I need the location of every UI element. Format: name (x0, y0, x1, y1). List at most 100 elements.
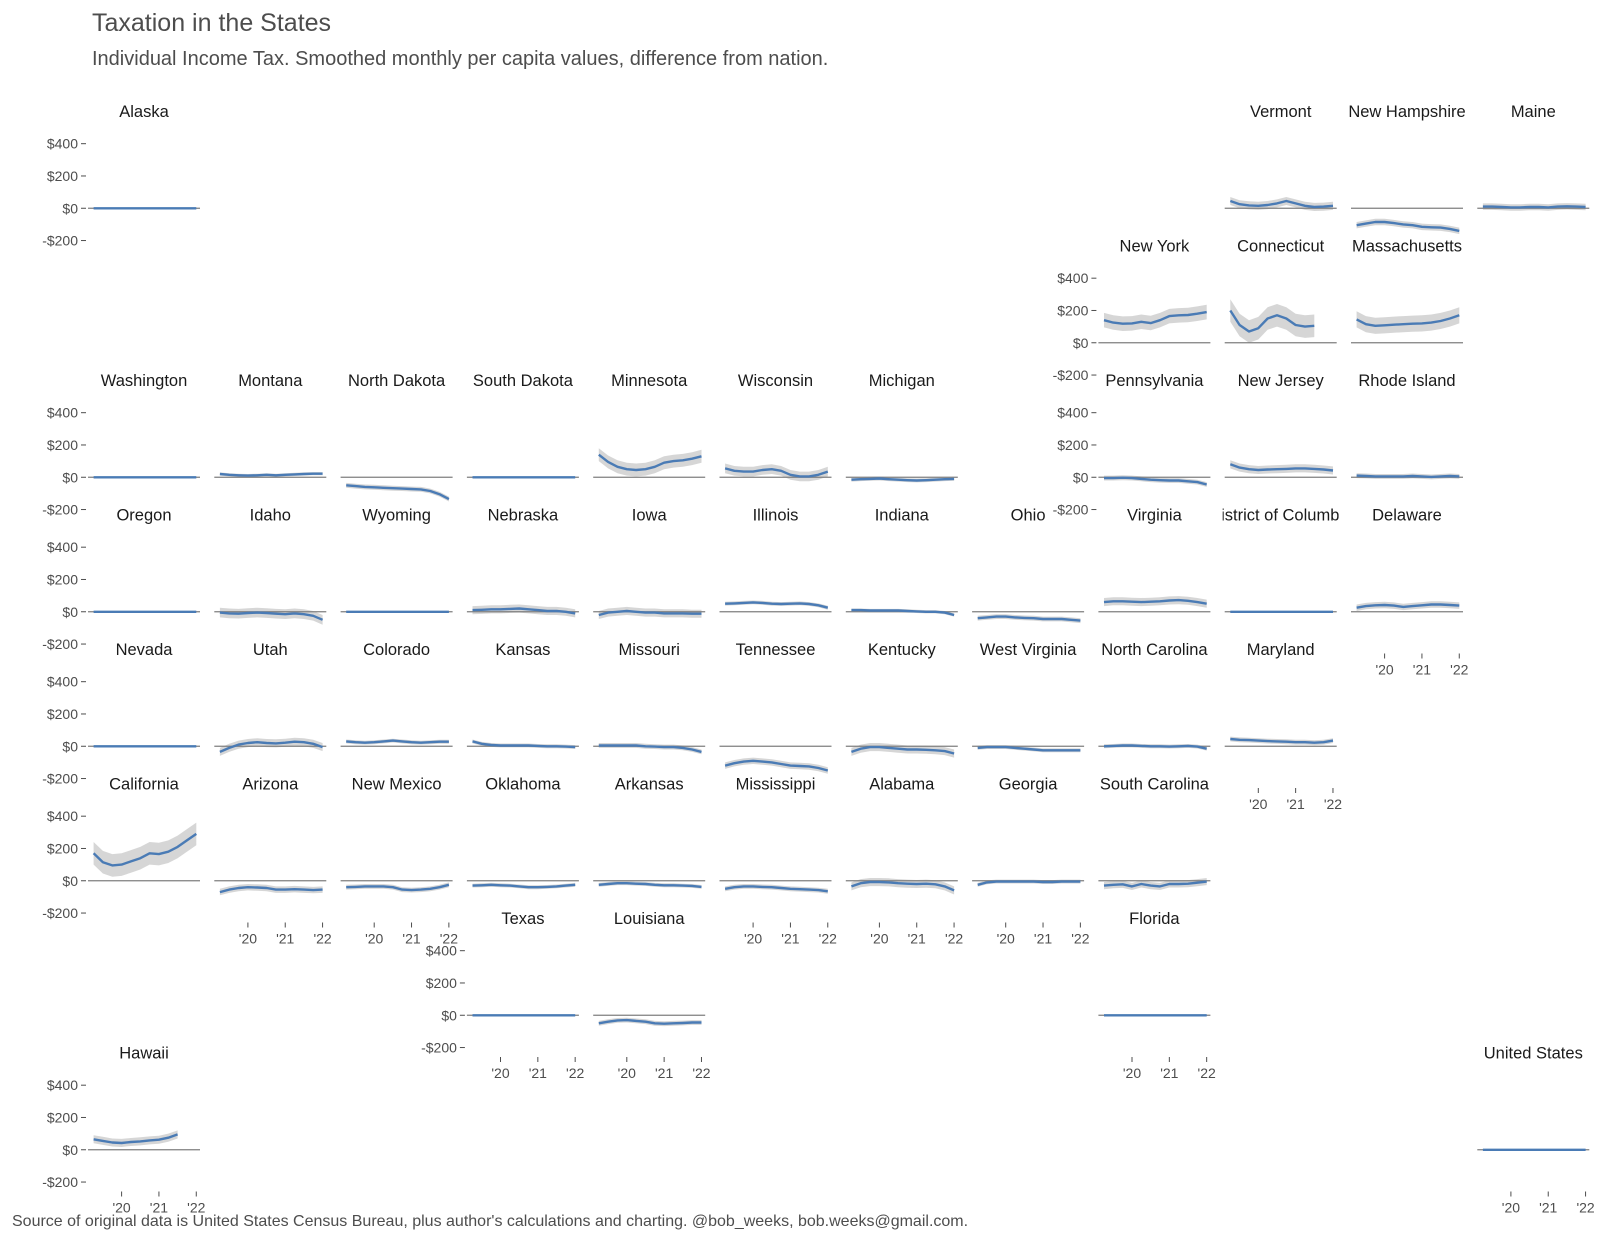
panel-title: Michigan (869, 372, 935, 390)
panel-massachusetts: Massachusetts (1351, 238, 1463, 344)
series-line (1103, 598, 1207, 605)
panel-oklahoma: Oklahoma (466, 776, 579, 890)
y-tick-label: $400 (1057, 405, 1088, 421)
panel-delaware: Delaware '20 '21 '22 (1351, 507, 1469, 678)
series-line (598, 882, 702, 889)
series-line (93, 1133, 179, 1145)
panel-idaho: Idaho (214, 507, 327, 625)
series-line (472, 883, 576, 889)
panel-south-dakota: South Dakota (466, 372, 579, 479)
x-tick-label: '22 (1450, 662, 1468, 678)
x-tick-label: '22 (945, 931, 963, 947)
y-tick-label: $200 (1057, 437, 1088, 453)
x-tick-label: '22 (1324, 796, 1342, 812)
confidence-band (1230, 299, 1315, 343)
panel-title: Missouri (618, 641, 679, 659)
x-tick-label: '20 (365, 931, 383, 947)
x-tick-label: '20 (870, 931, 888, 947)
x-tick-label: '21 (1034, 931, 1052, 947)
y-tick-label: $400 (47, 808, 78, 824)
panel-title: Montana (238, 372, 303, 390)
confidence-band (1230, 460, 1333, 475)
x-tick-label: '21 (1413, 662, 1431, 678)
panel-ohio: Ohio (972, 507, 1085, 624)
y-tick-label: -$200 (42, 1174, 78, 1190)
confidence-band (93, 822, 197, 877)
y-tick-label: $400 (1057, 270, 1088, 286)
panel-utah: Utah (214, 641, 327, 756)
panel-rhode-island: Rhode Island (1351, 372, 1463, 480)
y-tick-label: $0 (62, 604, 78, 620)
series-line (1229, 199, 1334, 209)
panel-title: Alabama (869, 776, 935, 794)
series-line (851, 880, 955, 892)
panel-michigan: Michigan (845, 372, 958, 483)
confidence-band (725, 757, 828, 774)
panel-title: New York (1120, 238, 1190, 256)
panel-title: New Hampshire (1348, 103, 1465, 121)
panel-title: Hawaii (119, 1045, 169, 1063)
chart-title: Taxation in the States (92, 9, 332, 37)
x-tick-label: '21 (1539, 1200, 1557, 1216)
x-tick-label: '20 (744, 931, 762, 947)
y-tick-label: $0 (62, 200, 78, 216)
x-tick-label: '21 (402, 931, 420, 947)
panel-title: Wyoming (362, 507, 431, 525)
y-tick-label: -$200 (42, 771, 78, 787)
series-line (1229, 309, 1315, 333)
series-line (598, 1018, 702, 1025)
series-line (1356, 474, 1460, 479)
chart-subtitle: Individual Income Tax. Smoothed monthly … (92, 48, 829, 70)
series-line (598, 453, 702, 472)
y-tick-label: $0 (62, 1142, 78, 1158)
panel-kansas: Kansas (466, 641, 579, 749)
series-line (472, 607, 576, 615)
y-tick-label: $400 (47, 674, 78, 690)
series-line (1356, 220, 1460, 233)
panel-louisiana: Louisiana '20 '21 '22 (593, 910, 711, 1081)
panel-title: Georgia (999, 776, 1059, 794)
panel-title: Mississippi (736, 776, 816, 794)
x-tick-label: '20 (1502, 1200, 1520, 1216)
panel-title: Wisconsin (738, 372, 813, 390)
panel-oregon: Oregon $400 $200 $0 -$200 (42, 507, 200, 652)
series-line (724, 759, 829, 772)
panel-title: Minnesota (611, 372, 688, 390)
panel-title: Tennessee (736, 641, 816, 659)
panel-title: Louisiana (614, 910, 685, 928)
panel-mississippi: Mississippi '20 '21 '22 (719, 776, 837, 947)
panel-maine: Maine (1477, 103, 1590, 211)
y-tick-label: -$200 (42, 233, 78, 249)
x-tick-label: '21 (1287, 796, 1305, 812)
panel-alaska: Alaska $400 $200 $0 -$200 (42, 103, 200, 249)
series-line (219, 886, 323, 894)
chart-caption: Source of original data is United States… (12, 1213, 969, 1230)
panel-district-of-columbia: District of Columbia (1209, 507, 1353, 613)
y-tick-label: -$200 (42, 502, 78, 518)
series-line (598, 609, 702, 617)
panel-title: Ohio (1011, 507, 1046, 525)
series-line (472, 740, 576, 749)
panel-title: United States (1484, 1045, 1583, 1063)
panel-title: North Carolina (1101, 641, 1208, 659)
panel-minnesota: Minnesota (593, 372, 706, 478)
y-tick-label: -$200 (1053, 502, 1089, 518)
series-line (851, 608, 955, 617)
confidence-band (1356, 218, 1460, 235)
y-tick-label: -$200 (42, 905, 78, 921)
panel-united-states: United States '20 '21 '22 (1477, 1045, 1595, 1216)
x-tick-label: '22 (313, 931, 331, 947)
panel-new-york: New York $400 $200 $0 -$200 (1053, 238, 1211, 383)
panel-kentucky: Kentucky (845, 641, 958, 758)
x-tick-label: '20 (618, 1065, 636, 1081)
panel-california: California $400 $200 $0 -$200 (42, 776, 200, 921)
panel-title: Idaho (250, 507, 291, 525)
x-tick-label: '20 (997, 931, 1015, 947)
panel-title: District of Columbia (1209, 507, 1353, 525)
x-tick-label: '22 (692, 1065, 710, 1081)
x-tick-label: '20 (1249, 796, 1267, 812)
x-tick-label: '22 (1071, 931, 1089, 947)
y-tick-label: $0 (441, 1007, 457, 1023)
panel-title: Nevada (116, 641, 174, 659)
